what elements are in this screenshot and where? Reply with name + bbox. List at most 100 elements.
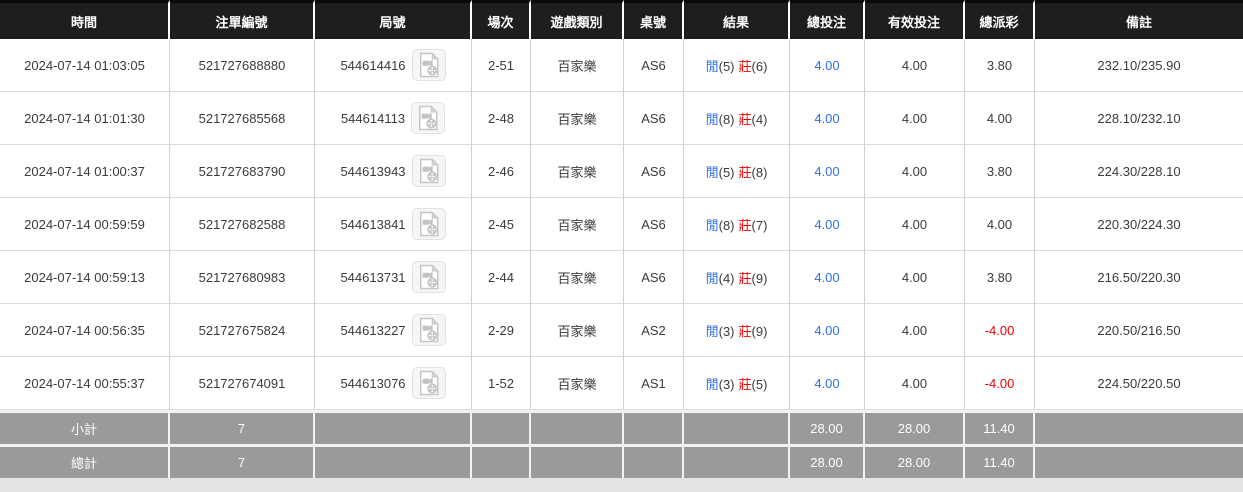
game-type-cell: 百家樂 xyxy=(531,198,624,251)
table-header: 時間 注單編號 局號 場次 遊戲類別 桌號 結果 總投注 有效投注 總派彩 備註 xyxy=(0,0,1243,39)
player-score: (3) xyxy=(718,323,735,339)
time-value: 2024-07-14 01:03:05 xyxy=(24,57,145,73)
bet-history-panel: 時間 注單編號 局號 場次 遊戲類別 桌號 結果 總投注 有效投注 總派彩 備註 2024-07-1… xyxy=(0,0,1243,478)
session-value: 2-51 xyxy=(487,57,515,73)
total-bet-cell: 4.00 xyxy=(790,145,865,198)
table-id-value: AS6 xyxy=(641,216,666,232)
video-replay-button[interactable] xyxy=(411,102,446,134)
payout-cell: -4.00 xyxy=(965,357,1035,410)
session-cell: 2-45 xyxy=(472,198,531,251)
table-row: 2024-07-14 00:59:13 521727680983 544613731… xyxy=(0,251,1243,304)
player-score: (4) xyxy=(718,270,735,286)
total-bet-value: 4.00 xyxy=(814,216,840,232)
bet-number-value: 521727680983 xyxy=(198,269,286,285)
result-cell: 閒(3) 莊(5) xyxy=(684,357,790,410)
banker-score: (8) xyxy=(751,164,768,180)
player-label: 閒 xyxy=(705,217,719,233)
total-bet-cell: 4.00 xyxy=(790,198,865,251)
round-number-cell: 544613227 xyxy=(315,304,472,357)
banker-score: (9) xyxy=(751,270,768,286)
video-file-icon xyxy=(419,211,439,237)
round-number-group: 544614113 xyxy=(341,102,446,134)
player-label: 閒 xyxy=(705,376,719,392)
banker-label: 莊 xyxy=(738,111,752,127)
valid-bet-value: 4.00 xyxy=(901,57,928,73)
grand-total-count: 7 xyxy=(170,444,315,478)
total-bet-cell: 4.00 xyxy=(790,357,865,410)
banker-label: 莊 xyxy=(738,217,752,233)
player-label: 閒 xyxy=(705,270,719,286)
table-id-cell: AS6 xyxy=(624,39,684,92)
table-row: 2024-07-14 01:01:30 521727685568 544614113… xyxy=(0,92,1243,145)
col-header-game: 遊戲類別 xyxy=(531,0,624,39)
video-replay-button[interactable] xyxy=(411,261,446,293)
remark-value: 220.50/216.50 xyxy=(1097,322,1181,338)
subtotal-session-empty xyxy=(472,410,531,444)
player-score: (5) xyxy=(718,164,735,180)
video-replay-button[interactable] xyxy=(411,155,446,187)
bet-number-value: 521727688880 xyxy=(198,57,286,73)
round-number-cell: 544613943 xyxy=(315,145,472,198)
payout-value: 3.80 xyxy=(986,269,1013,285)
video-file-icon xyxy=(419,52,439,78)
valid-bet-value: 4.00 xyxy=(901,216,928,232)
valid-bet-cell: 4.00 xyxy=(865,92,965,145)
time-value: 2024-07-14 01:00:37 xyxy=(24,163,145,179)
bet-number-value: 521727675824 xyxy=(198,322,286,338)
subtotal-total-bet: 28.00 xyxy=(790,410,865,444)
bet-number-cell: 521727675824 xyxy=(170,304,315,357)
table-id-cell: AS6 xyxy=(624,92,684,145)
table-id-cell: AS1 xyxy=(624,357,684,410)
remark-cell: 216.50/220.30 xyxy=(1035,251,1243,304)
bet-history-table: 時間 注單編號 局號 場次 遊戲類別 桌號 結果 總投注 有效投注 總派彩 備註 2024-07-1… xyxy=(0,0,1243,478)
total-bet-value: 4.00 xyxy=(814,163,840,179)
remark-cell: 220.50/216.50 xyxy=(1035,304,1243,357)
table-body: 2024-07-14 01:03:05 521727688880 544614416… xyxy=(0,39,1243,410)
remark-cell: 220.30/224.30 xyxy=(1035,198,1243,251)
video-replay-button[interactable] xyxy=(411,49,446,81)
total-bet-value: 4.00 xyxy=(814,110,840,126)
subtotal-result-empty xyxy=(684,410,790,444)
col-header-round_no: 局號 xyxy=(315,0,472,39)
col-header-table_id: 桌號 xyxy=(624,0,684,39)
payout-value: 4.00 xyxy=(986,216,1013,232)
round-number-value: 544613076 xyxy=(340,375,406,391)
session-cell: 2-48 xyxy=(472,92,531,145)
video-replay-button[interactable] xyxy=(411,314,446,346)
time-cell: 2024-07-14 00:55:37 xyxy=(0,357,170,410)
video-file-icon xyxy=(419,105,438,131)
header-row: 時間 注單編號 局號 場次 遊戲類別 桌號 結果 總投注 有效投注 總派彩 備註 xyxy=(0,0,1243,39)
table-row: 2024-07-14 01:03:05 521727688880 544614416… xyxy=(0,39,1243,92)
game-type-cell: 百家樂 xyxy=(531,92,624,145)
bet-number-cell: 521727674091 xyxy=(170,357,315,410)
banker-label: 莊 xyxy=(738,58,752,74)
payout-value: 3.80 xyxy=(986,163,1013,179)
banker-label: 莊 xyxy=(738,270,752,286)
grand-total-result-empty xyxy=(684,444,790,478)
player-label: 閒 xyxy=(705,164,719,180)
table-row: 2024-07-14 00:59:59 521727682588 544613841… xyxy=(0,198,1243,251)
video-replay-button[interactable] xyxy=(411,208,446,240)
game-type-cell: 百家樂 xyxy=(531,304,624,357)
payout-value: 4.00 xyxy=(986,110,1013,126)
round-number-cell: 544613841 xyxy=(315,198,472,251)
remark-value: 220.30/224.30 xyxy=(1097,216,1181,232)
subtotal-label: 小計 xyxy=(0,410,170,444)
subtotal-round-empty xyxy=(315,410,472,444)
payout-value: -4.00 xyxy=(984,322,1015,338)
game-type-value: 百家樂 xyxy=(557,323,597,339)
video-replay-button[interactable] xyxy=(411,367,446,399)
remark-cell: 232.10/235.90 xyxy=(1035,39,1243,92)
result-cell: 閒(4) 莊(9) xyxy=(684,251,790,304)
session-value: 1-52 xyxy=(487,375,515,391)
valid-bet-cell: 4.00 xyxy=(865,39,965,92)
bet-number-cell: 521727680983 xyxy=(170,251,315,304)
banker-score: (4) xyxy=(751,111,768,127)
game-type-cell: 百家樂 xyxy=(531,145,624,198)
result-cell: 閒(5) 莊(8) xyxy=(684,145,790,198)
valid-bet-value: 4.00 xyxy=(901,163,928,179)
table-row: 2024-07-14 00:56:35 521727675824 544613227… xyxy=(0,304,1243,357)
session-cell: 2-46 xyxy=(472,145,531,198)
grand-total-remark-empty xyxy=(1035,444,1243,478)
session-value: 2-29 xyxy=(487,322,515,338)
